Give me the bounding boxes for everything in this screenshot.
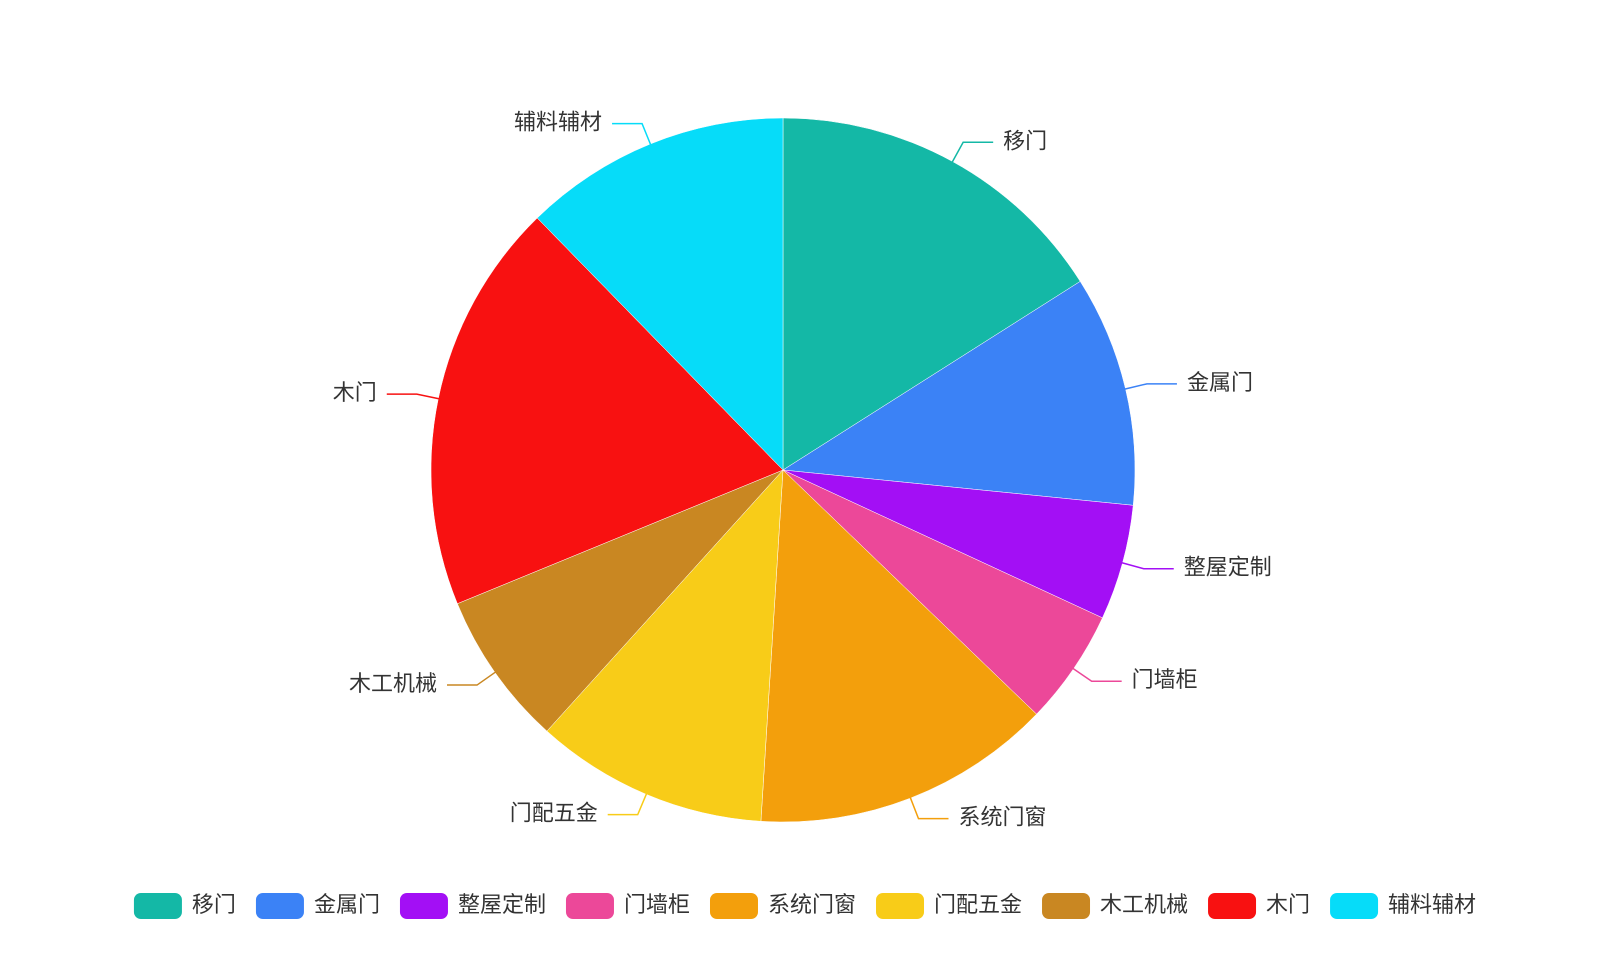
legend-label[interactable]: 移门 [192, 893, 236, 918]
slice-label: 辅料辅材 [514, 111, 602, 136]
legend-swatch[interactable] [876, 893, 925, 919]
legend-label[interactable]: 门配五金 [934, 893, 1022, 918]
legend-swatch[interactable] [565, 893, 614, 919]
leader-line [908, 795, 949, 820]
legend-label[interactable]: 金属门 [314, 893, 380, 918]
legend-label[interactable]: 木工机械 [1100, 893, 1188, 918]
leader-line [612, 122, 653, 148]
legend-label[interactable]: 辅料辅材 [1388, 893, 1476, 918]
leader-line [447, 670, 498, 686]
legend-swatch[interactable] [1042, 893, 1091, 919]
leader-line [1119, 561, 1174, 570]
legend-label[interactable]: 木门 [1266, 893, 1310, 918]
legend-label[interactable]: 系统门窗 [768, 893, 856, 918]
slice-label: 系统门窗 [958, 806, 1046, 831]
slice-label: 门配五金 [510, 802, 598, 827]
leader-line [1122, 383, 1177, 391]
legend-label[interactable]: 门墙柜 [624, 893, 690, 918]
legend-swatch[interactable] [255, 893, 304, 919]
leader-line [386, 393, 442, 400]
slice-label: 门墙柜 [1132, 668, 1198, 693]
leader-line [1070, 666, 1122, 682]
leader-line [950, 141, 994, 165]
slice-label: 整屋定制 [1184, 556, 1272, 581]
slice-label: 木工机械 [349, 672, 437, 697]
slice-label: 木门 [333, 381, 377, 406]
legend-label[interactable]: 整屋定制 [458, 893, 546, 918]
legend-swatch[interactable] [1330, 893, 1379, 919]
legend-swatch[interactable] [1208, 893, 1257, 919]
slice-label: 金属门 [1187, 371, 1253, 396]
legend-swatch[interactable] [133, 893, 182, 919]
legend-swatch[interactable] [399, 893, 448, 919]
legend-swatch[interactable] [709, 893, 758, 919]
leader-line [607, 791, 649, 816]
slice-label: 移门 [1003, 129, 1047, 154]
